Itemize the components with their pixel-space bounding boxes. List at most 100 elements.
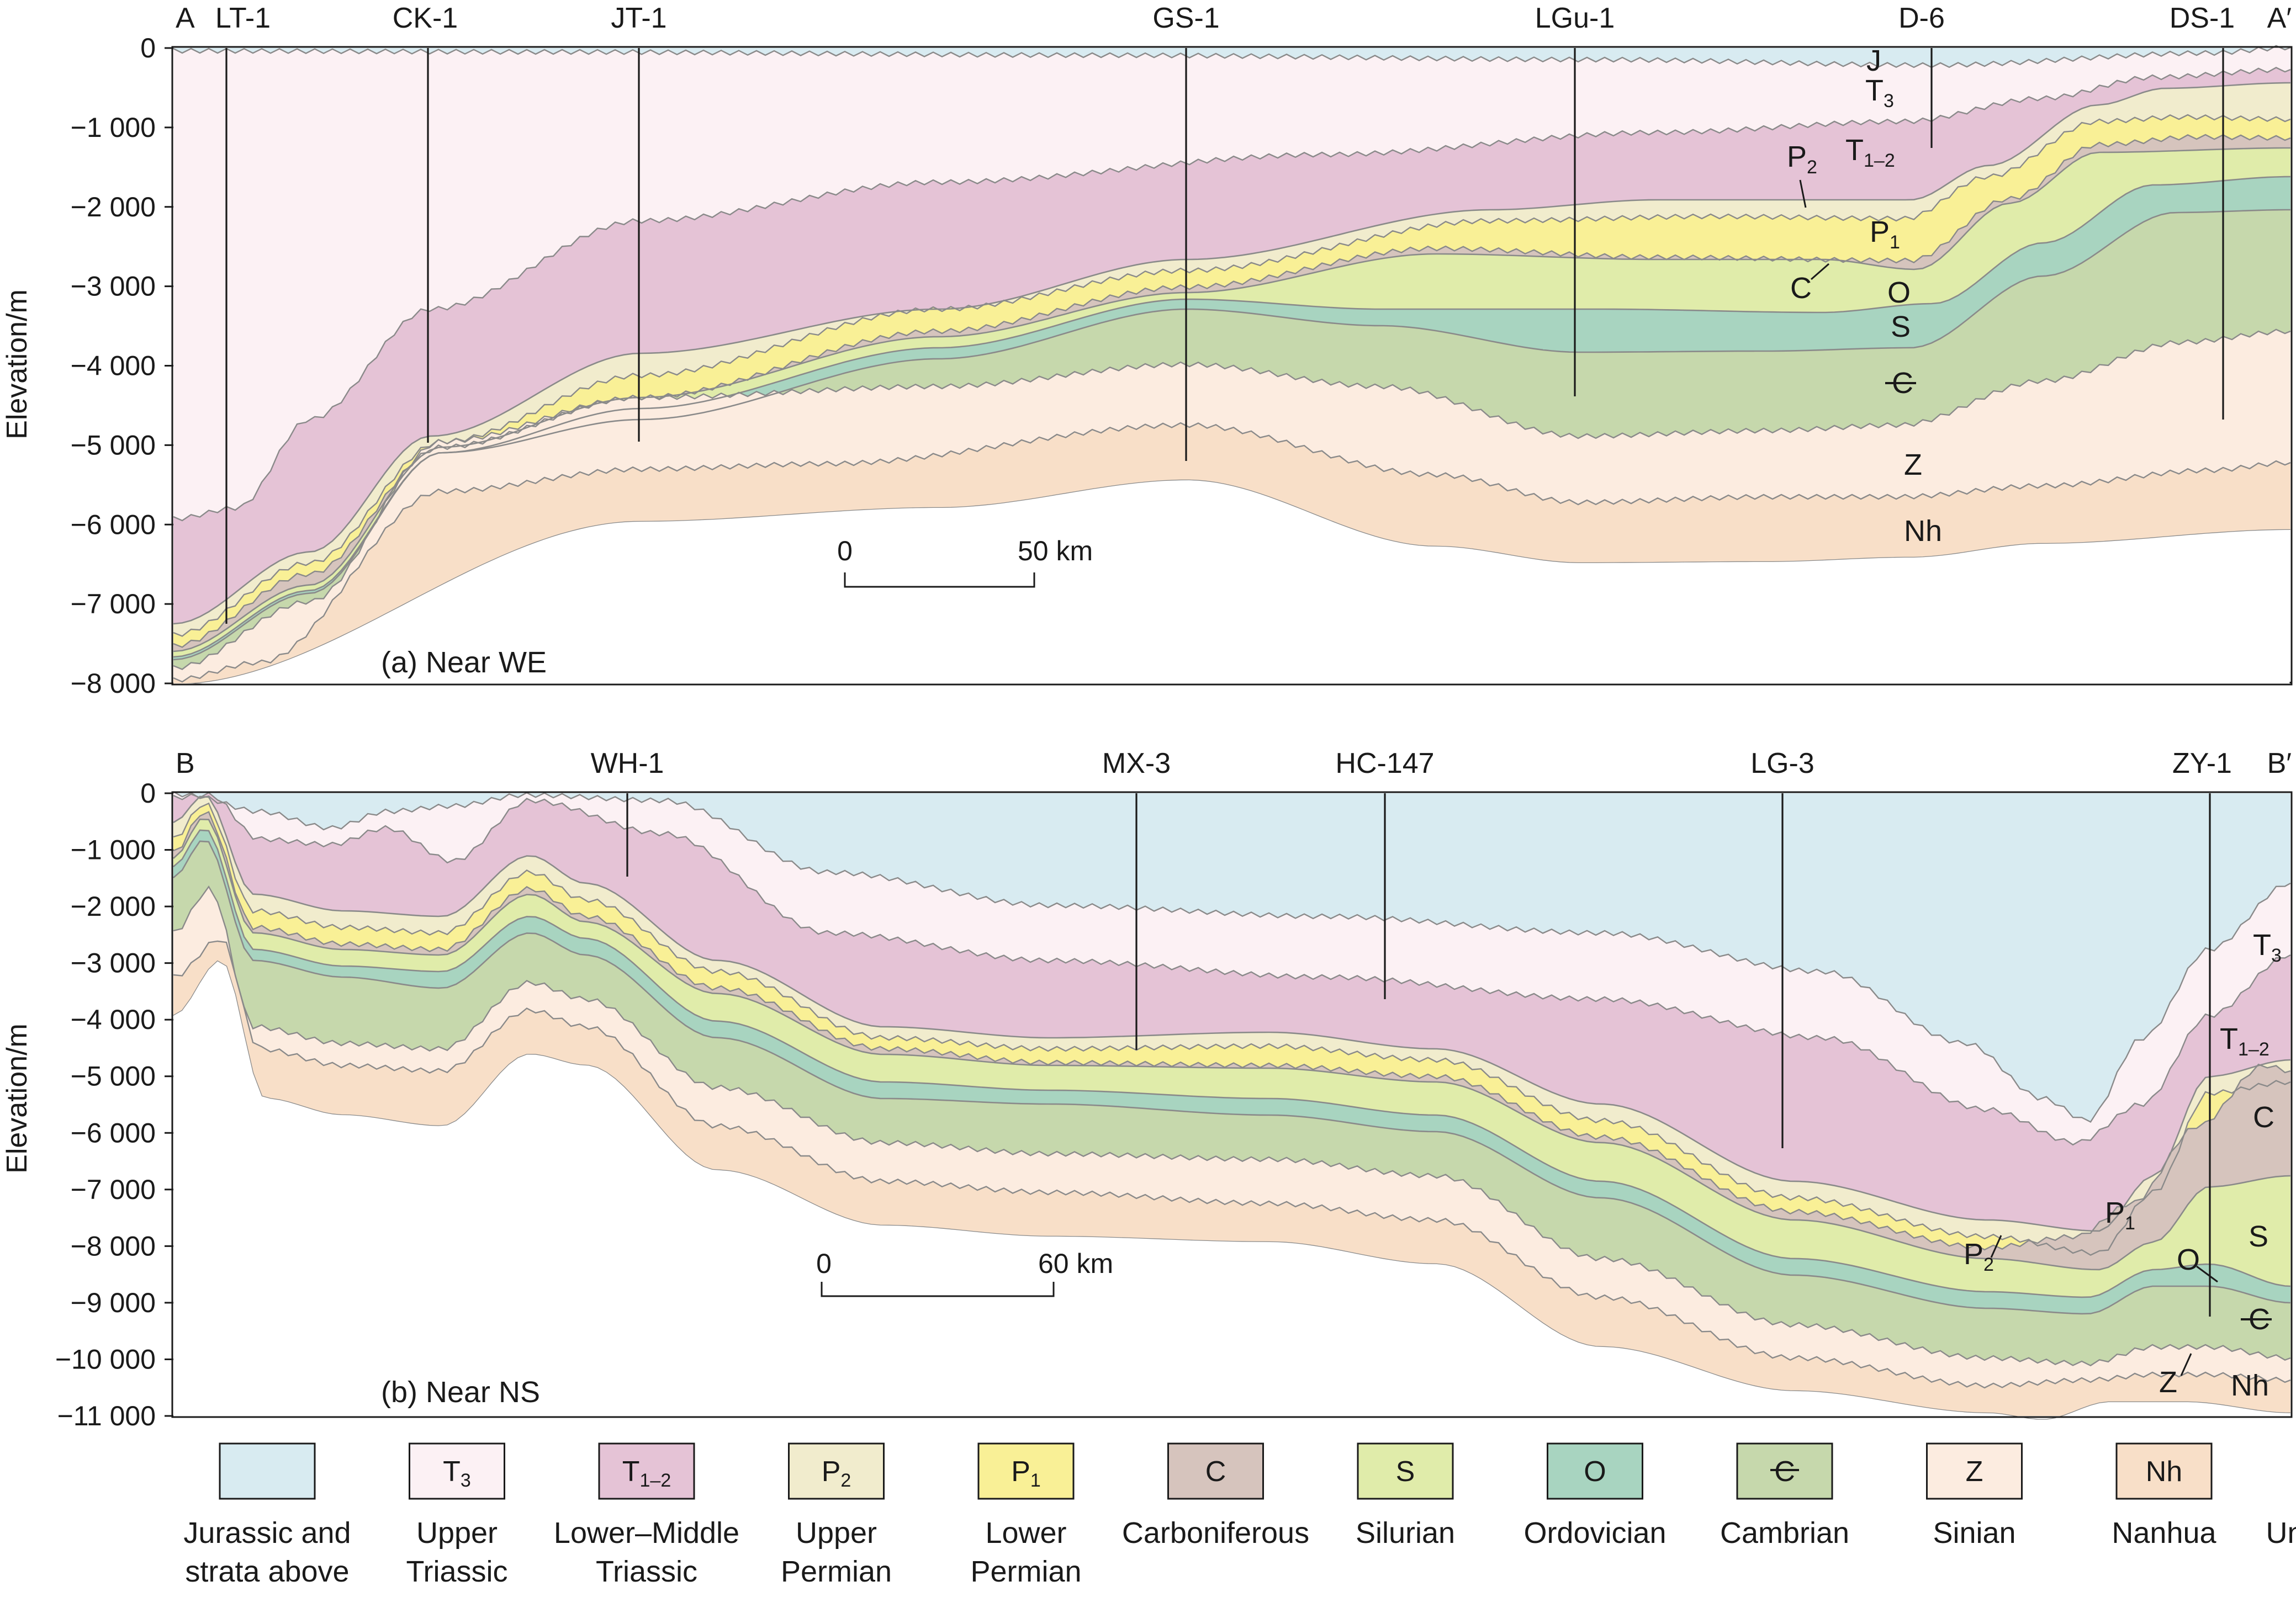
label-Nh: Nh <box>2231 1369 2269 1402</box>
legend-item-none: Unconformity <box>2266 1516 2296 1550</box>
panel-a-scale-bar: 0 50 km <box>837 535 1093 588</box>
y-tick-label: 0 <box>140 33 156 63</box>
panel-a-y-axis-title: Elevation/m <box>1 289 33 439</box>
legend-name: Ordovician <box>1523 1516 1666 1550</box>
legend-item-S: S Silurian <box>1356 1442 1455 1550</box>
y-tick-label: −6 000 <box>71 1117 156 1148</box>
contact-topP2 <box>173 795 2291 1232</box>
label-S: S <box>2249 1220 2268 1253</box>
label-C-leader <box>1811 263 1829 280</box>
legend-code: C <box>1205 1456 1226 1488</box>
legend-code: C <box>1774 1456 1795 1488</box>
panel-b-y-axis: 0 −1 000 −2 000 −3 000 −4 000 −5 000 −6 000 −7 … <box>55 778 173 1431</box>
legend-name: Lower <box>985 1516 1066 1550</box>
label-P1: P1 <box>1870 215 1900 253</box>
y-tick-label: −9 000 <box>71 1287 156 1318</box>
contact-topP2 <box>173 82 2291 625</box>
y-tick-label: −6 000 <box>71 509 156 540</box>
legend-swatch <box>1547 1442 1643 1500</box>
legend-swatch <box>409 1442 505 1500</box>
contact-topS <box>173 147 2290 652</box>
panel-b-below-section <box>173 961 2290 1435</box>
label-Z-leader <box>2180 1353 2192 1376</box>
legend-name: Triassic <box>596 1555 697 1588</box>
legend-item-Z: Z Sinian <box>1926 1442 2023 1550</box>
panel-a-wells: LT-1 CK-1 JT-1 GS-1 LGu-1 D-6 DS-1 <box>215 2 2235 624</box>
y-tick-label: −7 000 <box>71 588 156 619</box>
label-O: O <box>2177 1243 2200 1276</box>
panel-b-scale-bar: 0 60 km <box>816 1248 1113 1297</box>
legend-swatch <box>2115 1442 2213 1500</box>
y-tick-label: −4 000 <box>71 351 156 381</box>
y-tick-label: −7 000 <box>71 1174 156 1205</box>
y-tick-label: −8 000 <box>71 668 156 699</box>
panel-a-scale-zero: 0 <box>837 535 853 566</box>
y-tick-label: −1 000 <box>71 835 156 866</box>
contact-topCm <box>173 840 2291 1315</box>
label-P2-leader <box>1799 179 1807 208</box>
label-O: O <box>1887 276 1911 309</box>
legend-code: S <box>1396 1456 1415 1488</box>
well-label-HC-147: HC-147 <box>1335 747 1434 779</box>
legend-swatch <box>1926 1442 2023 1500</box>
panel-a-caption: (a) Near WE <box>381 646 547 679</box>
unconformity-topC <box>173 811 2291 1251</box>
legend-name: Sinian <box>1933 1516 2015 1550</box>
unconformity-topT3 <box>173 45 2291 68</box>
well-label-DS-1: DS-1 <box>2170 2 2235 34</box>
panel-b-scale-distance: 60 km <box>1038 1248 1113 1279</box>
legend-swatch <box>788 1442 885 1500</box>
y-tick-label: −5 000 <box>71 429 156 460</box>
well-label-GS-1: GS-1 <box>1152 2 1219 34</box>
well-label-LGu-1: LGu-1 <box>1535 2 1615 34</box>
legend-name: Lower–Middle <box>554 1516 739 1550</box>
well-label-WH-1: WH-1 <box>591 747 664 779</box>
well-label-D-6: D-6 <box>1898 2 1945 34</box>
y-tick-label: −2 000 <box>71 891 156 922</box>
legend-swatch <box>598 1442 695 1500</box>
unconformity-topC <box>173 134 2291 648</box>
y-tick-label: −5 000 <box>71 1061 156 1092</box>
legend-name: Cambrian <box>1720 1516 1849 1550</box>
legend-name: Triassic <box>406 1555 508 1588</box>
legend-name: Silurian <box>1356 1516 1455 1550</box>
label-Z: Z <box>1904 448 1922 481</box>
label-O-leader <box>2196 1265 2218 1283</box>
contact-topO <box>173 176 2291 658</box>
panel-b-y-axis-title: Elevation/m <box>1 1023 33 1174</box>
y-tick-label: −10 000 <box>55 1344 156 1375</box>
label-S: S <box>1891 310 1911 343</box>
unconformity-topT12 <box>173 67 2291 522</box>
legend-item-Cm: C Cambrian <box>1720 1442 1849 1550</box>
panel-b-end-label-left: B <box>176 747 195 779</box>
panel-a-strata-boundaries <box>173 45 2292 686</box>
y-tick-label: −2 000 <box>71 192 156 222</box>
legend-name: Permian <box>781 1555 892 1588</box>
y-tick-label: −11 000 <box>57 1400 156 1431</box>
legend-name: Unconformity <box>2266 1516 2296 1550</box>
unconformity-topZ <box>173 885 2291 1367</box>
contact-topCm <box>173 209 2290 661</box>
panel-b-scale-zero: 0 <box>816 1248 832 1279</box>
legend-item-J: Jurassic and strata above <box>183 1442 351 1588</box>
legend-name: Permian <box>970 1555 1081 1588</box>
well-label-ZY-1: ZY-1 <box>2172 747 2232 779</box>
well-label-LT-1: LT-1 <box>215 2 271 34</box>
legend-name: Upper <box>416 1516 498 1550</box>
panel-a-cross-section: 0 −1 000 −2 000 −3 000 −4 000 −5 000 −6 000 −7 … <box>1 2 2293 699</box>
panel-a-end-label-right: A′ <box>2267 2 2292 34</box>
legend-swatch <box>1167 1442 1264 1500</box>
label-T3: T3 <box>2253 929 2282 966</box>
y-tick-label: −4 000 <box>71 1004 156 1035</box>
legend-code: Z <box>1966 1456 1983 1488</box>
panel-b-caption: (b) Near NS <box>381 1376 540 1409</box>
label-P2-leader <box>1990 1235 2002 1258</box>
label-Nh: Nh <box>1904 514 1942 548</box>
legend-name: Carboniferous <box>1122 1516 1309 1550</box>
legend-name: Upper <box>796 1516 877 1550</box>
panel-b-wells: WH-1 MX-3 HC-147 LG-3 ZY-1 <box>591 747 2232 1317</box>
